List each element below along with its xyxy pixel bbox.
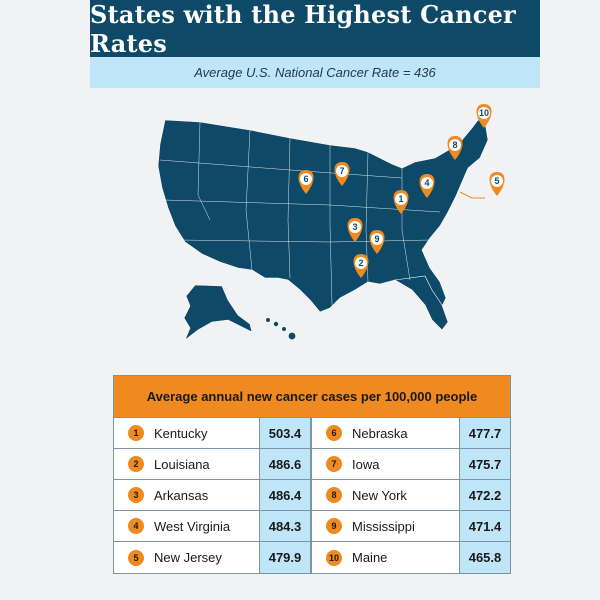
rank-badge: 8 bbox=[326, 487, 342, 503]
rate-value: 475.7 bbox=[459, 449, 510, 479]
state-name: New York bbox=[352, 487, 407, 503]
rate-value: 479.9 bbox=[259, 542, 310, 573]
table-column-left: 1 Kentucky 503.4 2 Louisiana 486.6 3 Arkans… bbox=[114, 418, 312, 573]
rank-badge: 5 bbox=[128, 549, 144, 566]
rank-badge: 9 bbox=[326, 518, 342, 534]
rank-badge: 6 bbox=[326, 425, 342, 441]
table-row: 3 Arkansas 486.4 bbox=[114, 480, 310, 511]
state-name: Kentucky bbox=[154, 425, 208, 441]
table-row: 9 Mississippi 471.4 bbox=[312, 511, 510, 542]
rate-value: 472.2 bbox=[459, 480, 510, 510]
pin-marker: 1 bbox=[393, 190, 409, 214]
rate-value: 471.4 bbox=[459, 511, 510, 541]
pin-marker: 9 bbox=[369, 230, 385, 254]
pin-marker: 8 bbox=[447, 136, 463, 160]
us-map: 1 2 3 4 5 6 7 bbox=[140, 100, 520, 355]
rate-value: 484.3 bbox=[259, 511, 310, 541]
pin-marker: 10 bbox=[476, 104, 492, 128]
table-row: 8 New York 472.2 bbox=[312, 480, 510, 511]
pin-number: 3 bbox=[352, 222, 357, 232]
us-map-graphic: 1 2 3 4 5 6 7 bbox=[157, 104, 505, 341]
hawaii-shape bbox=[266, 318, 296, 340]
national-average-banner: Average U.S. National Cancer Rate = 436 bbox=[90, 57, 540, 88]
pin-number: 9 bbox=[374, 234, 379, 244]
cancer-rate-table: Average annual new cancer cases per 100,… bbox=[113, 375, 511, 574]
state-name: Mississippi bbox=[352, 518, 415, 534]
table-row: 6 Nebraska 477.7 bbox=[312, 418, 510, 449]
alaska-shape bbox=[183, 284, 253, 341]
pin-number: 5 bbox=[494, 176, 499, 186]
table-row: 5 New Jersey 479.9 bbox=[114, 542, 310, 573]
nj-connector-line bbox=[459, 191, 485, 199]
pin-marker: 5 bbox=[489, 172, 505, 196]
table-row: 10 Maine 465.8 bbox=[312, 542, 510, 573]
rate-value: 503.4 bbox=[259, 418, 310, 448]
rank-badge: 3 bbox=[128, 487, 144, 503]
state-name: Maine bbox=[352, 550, 388, 565]
table-body: 1 Kentucky 503.4 2 Louisiana 486.6 3 Arkans… bbox=[114, 418, 510, 573]
page-title: States with the Highest Cancer Rates bbox=[90, 0, 540, 58]
pin-number: 1 bbox=[398, 194, 403, 204]
pin-marker: 6 bbox=[298, 170, 314, 194]
table-row: 4 West Virginia 484.3 bbox=[114, 511, 310, 542]
florida-shape bbox=[394, 275, 449, 331]
state-name: Louisiana bbox=[154, 456, 210, 472]
rate-value: 486.6 bbox=[259, 449, 310, 479]
rank-badge: 4 bbox=[128, 518, 144, 534]
table-row: 7 Iowa 475.7 bbox=[312, 449, 510, 480]
table-row: 2 Louisiana 486.6 bbox=[114, 449, 310, 480]
rank-badge: 7 bbox=[326, 456, 342, 472]
state-name: Arkansas bbox=[154, 487, 209, 503]
rate-value: 465.8 bbox=[459, 542, 510, 573]
table-row: 1 Kentucky 503.4 bbox=[114, 418, 310, 449]
state-name: Nebraska bbox=[352, 425, 408, 441]
rate-value: 477.7 bbox=[459, 418, 510, 448]
pin-marker: 7 bbox=[334, 162, 350, 186]
state-name: West Virginia bbox=[154, 518, 231, 534]
pin-number: 6 bbox=[303, 174, 308, 184]
pin-marker: 3 bbox=[347, 218, 363, 242]
contiguous-us-shape bbox=[157, 119, 489, 313]
rank-badge: 1 bbox=[128, 425, 144, 441]
pin-number: 7 bbox=[339, 166, 344, 176]
pin-marker: 2 bbox=[353, 254, 369, 278]
pin-marker: 4 bbox=[419, 174, 435, 198]
table-column-right: 6 Nebraska 477.7 7 Iowa 475.7 8 New York 47… bbox=[312, 418, 510, 573]
pin-number: 8 bbox=[452, 140, 457, 150]
rank-badge: 10 bbox=[326, 549, 342, 566]
pin-number: 2 bbox=[358, 258, 363, 268]
pin-number: 4 bbox=[424, 178, 429, 188]
state-name: New Jersey bbox=[154, 550, 222, 565]
state-name: Iowa bbox=[352, 456, 380, 472]
table-header: Average annual new cancer cases per 100,… bbox=[114, 376, 510, 418]
rank-badge: 2 bbox=[128, 456, 144, 472]
pin-number: 10 bbox=[479, 108, 489, 118]
rate-value: 486.4 bbox=[259, 480, 310, 510]
